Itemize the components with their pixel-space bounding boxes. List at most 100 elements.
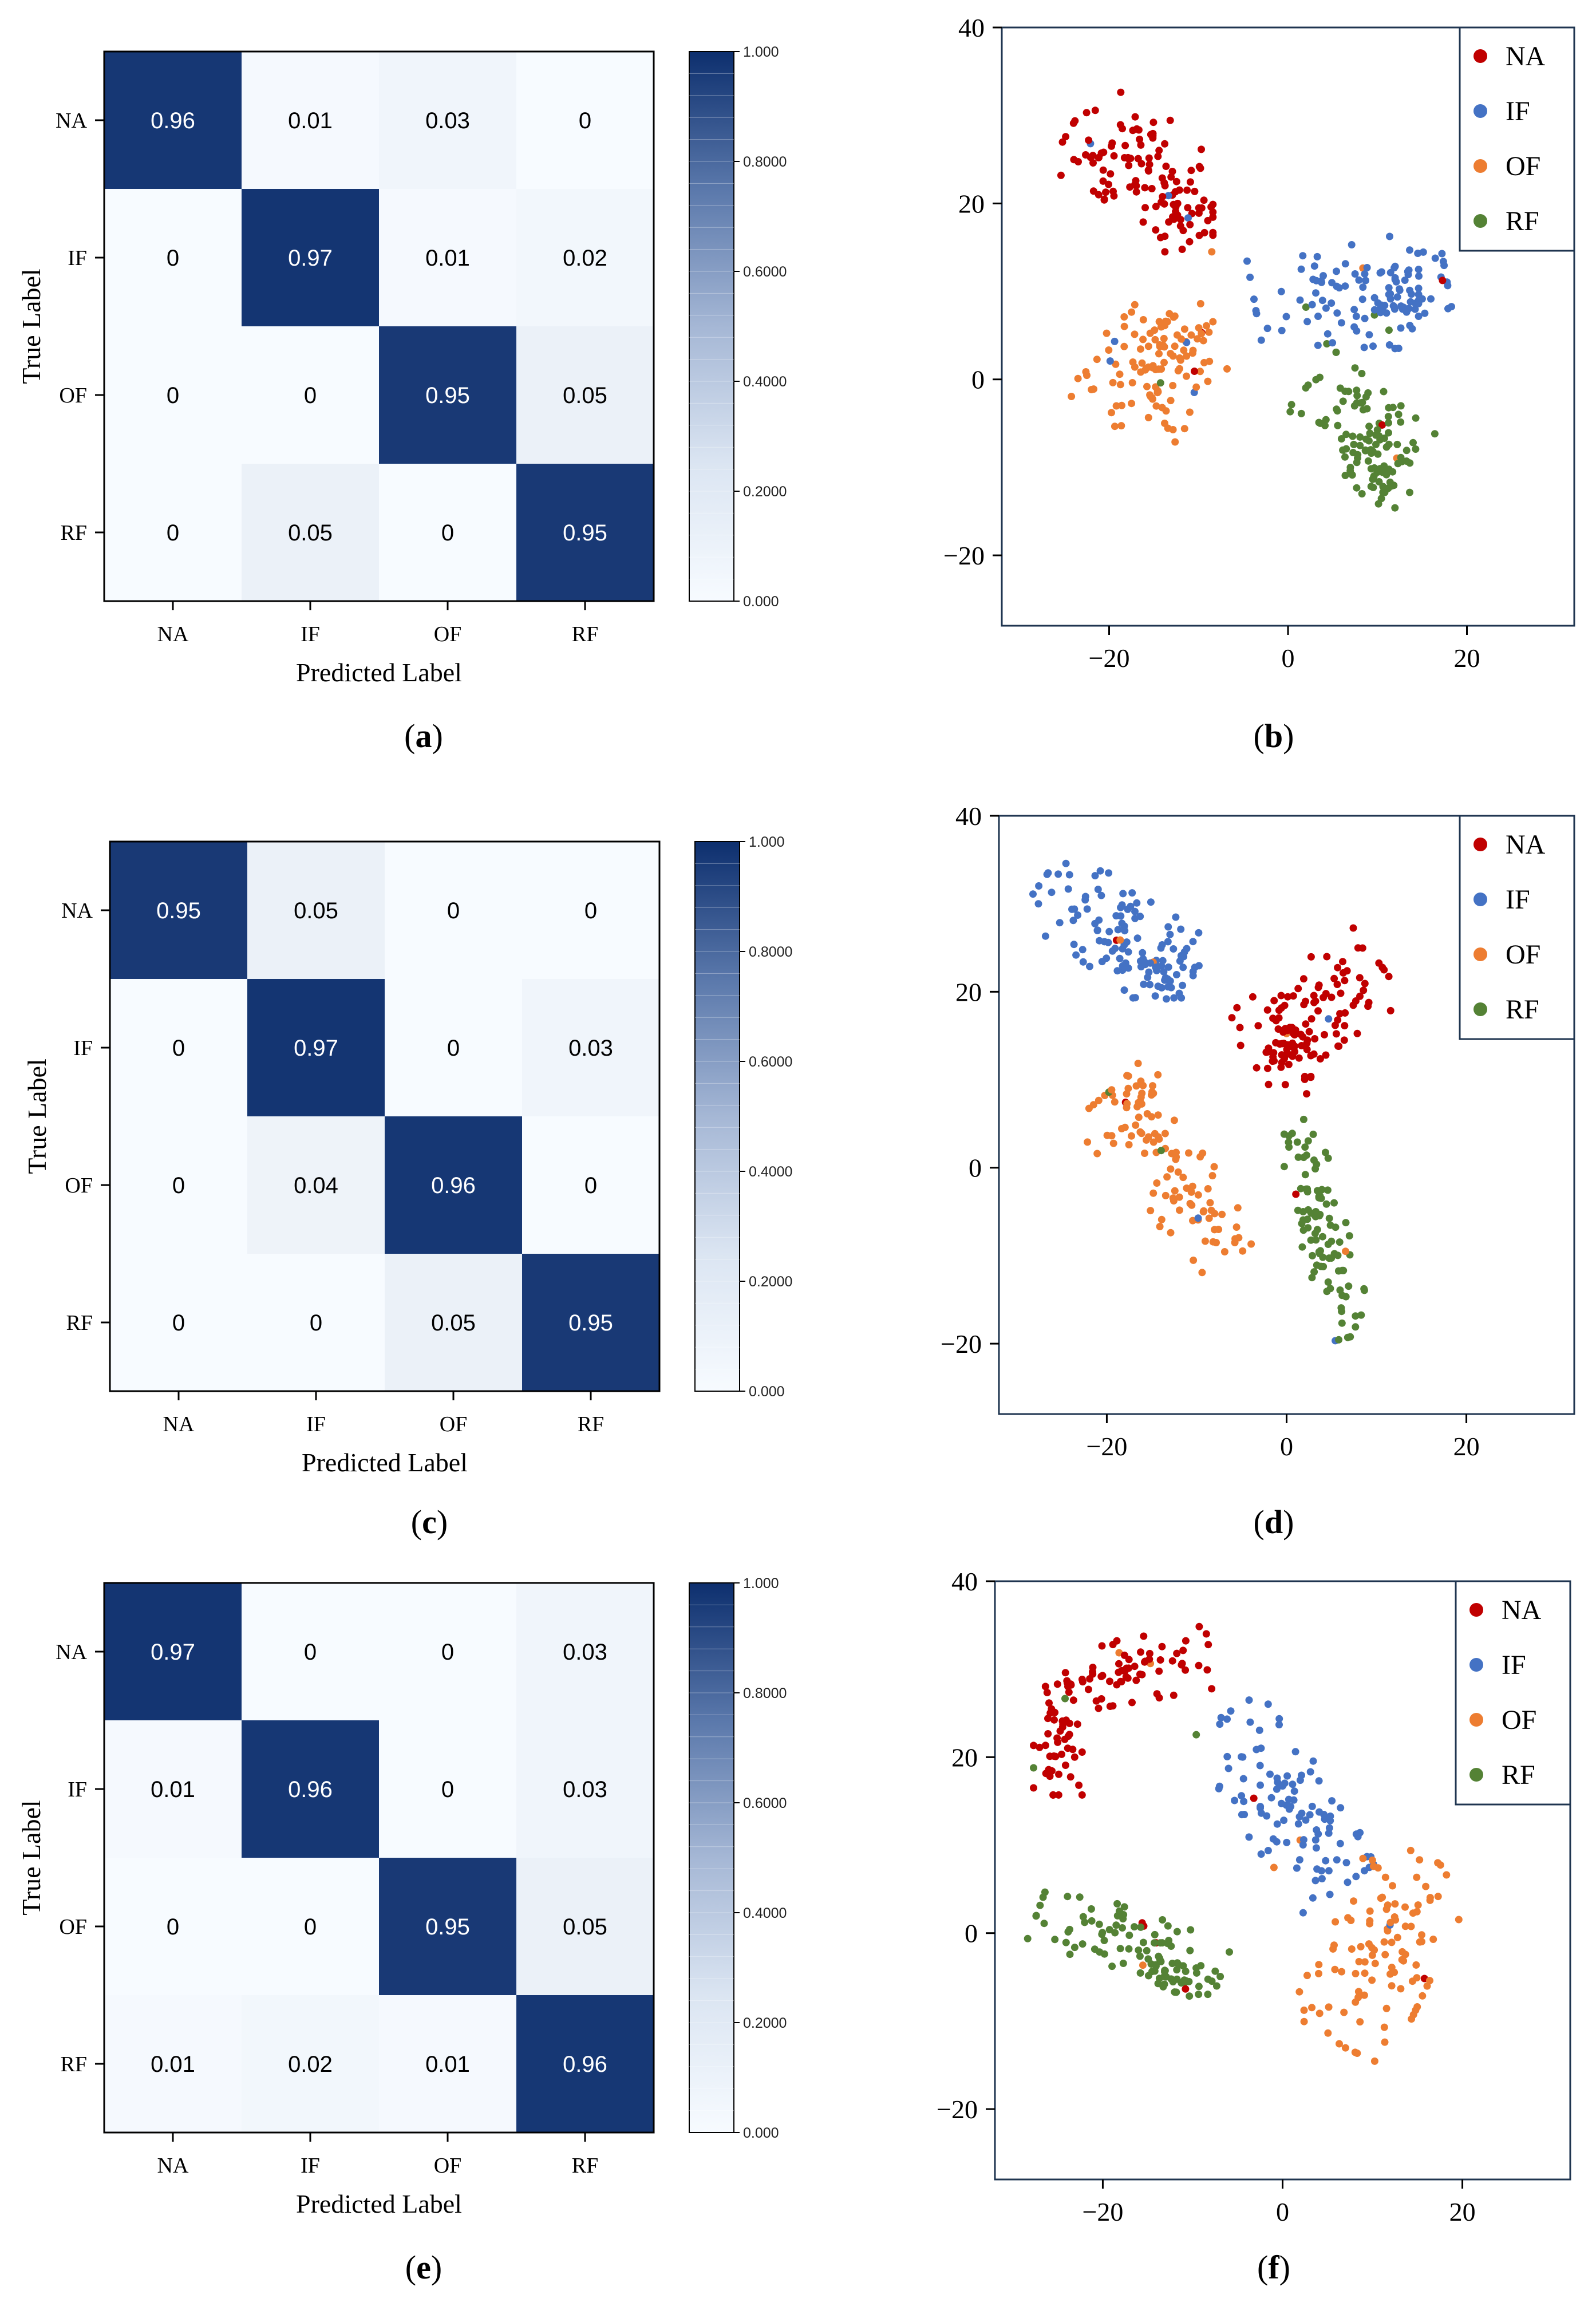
point [1429,1936,1437,1943]
point [1192,1731,1200,1739]
point [1108,947,1116,955]
point [1337,989,1345,997]
point [1147,1207,1155,1215]
legend: NA IF OF RF [1459,815,1575,1040]
point [1353,399,1361,407]
point [1195,324,1203,332]
point [1069,917,1077,925]
point [1113,1900,1121,1908]
point [1439,277,1447,285]
point [1293,1138,1301,1146]
point [1236,1041,1245,1049]
point [1149,132,1157,140]
point [1314,313,1322,320]
point [1359,283,1367,291]
point [1320,1811,1328,1818]
cell-value: 0 [584,1173,597,1198]
cell-NA-IF [242,1583,379,1720]
point [1209,318,1217,326]
point [1154,152,1162,160]
point [1164,1940,1171,1948]
point [1328,1797,1336,1805]
point [1273,1820,1281,1828]
point [1169,213,1176,221]
point [1302,1151,1310,1159]
point [1356,441,1364,449]
point [1314,1007,1322,1015]
colorbar-tick-label: 0.6000 [743,264,787,280]
point [1333,282,1341,290]
point [1279,1026,1287,1034]
point [1413,1908,1421,1916]
point [1320,1262,1328,1270]
point [1194,1191,1202,1199]
point [1062,133,1070,141]
point [1119,1960,1127,1967]
point [1064,1893,1072,1901]
point [1389,404,1397,412]
cell-value: 0.01 [151,1777,195,1802]
point [1093,356,1101,364]
point [1176,957,1184,965]
point [1264,1847,1272,1854]
point [1311,997,1320,1005]
cell-IF-RF [516,1720,654,1858]
point [1040,1920,1048,1928]
point [1149,119,1158,127]
point [1299,1836,1307,1844]
point [1186,1946,1194,1954]
point [1301,1171,1309,1179]
cell-value: 0.03 [425,108,470,133]
point [1043,1689,1051,1696]
point [1158,404,1166,412]
point [1380,2023,1388,2031]
point [1170,1197,1178,1205]
point [1332,1030,1340,1038]
point [1373,468,1381,476]
point [1299,252,1307,260]
point [1195,1991,1203,1999]
cell-value: 0.01 [425,246,470,271]
point [1378,421,1386,429]
point [1362,435,1370,443]
point [1315,1969,1322,1977]
point [1294,1820,1302,1828]
point [1179,1646,1187,1654]
legend-marker [1469,1658,1483,1672]
point [1200,196,1208,204]
point [1340,2008,1348,2016]
point [1081,1918,1089,1926]
point [1145,160,1153,168]
point [1236,1024,1244,1032]
point [1361,1867,1368,1875]
point [1291,1748,1299,1756]
point [1358,370,1366,377]
point [1321,1148,1329,1156]
cell-IF-RF [516,189,654,326]
y-tick-label: 20 [951,1743,978,1772]
point [1172,1153,1180,1161]
point [1353,1029,1361,1037]
point [1183,945,1191,953]
point [1388,482,1396,490]
x-tick-label: OF [434,2154,462,2178]
point [1045,1699,1053,1707]
cell-NA-IF [242,52,379,189]
point [1380,462,1388,470]
point [1167,1165,1175,1173]
point [1316,419,1324,427]
point [1167,173,1175,181]
point [1366,429,1374,437]
point [1357,1942,1365,1950]
point [1322,1051,1330,1059]
point [1344,1878,1352,1886]
point [1338,1968,1346,1976]
cell-value: 0 [304,1914,317,1940]
cell-IF-IF [242,1720,379,1858]
point [1342,1859,1350,1867]
point [1312,1844,1320,1852]
cell-value: 0.03 [563,1640,607,1665]
point [1350,440,1358,448]
point [1337,435,1345,443]
y-tick-label: NA [56,109,87,133]
